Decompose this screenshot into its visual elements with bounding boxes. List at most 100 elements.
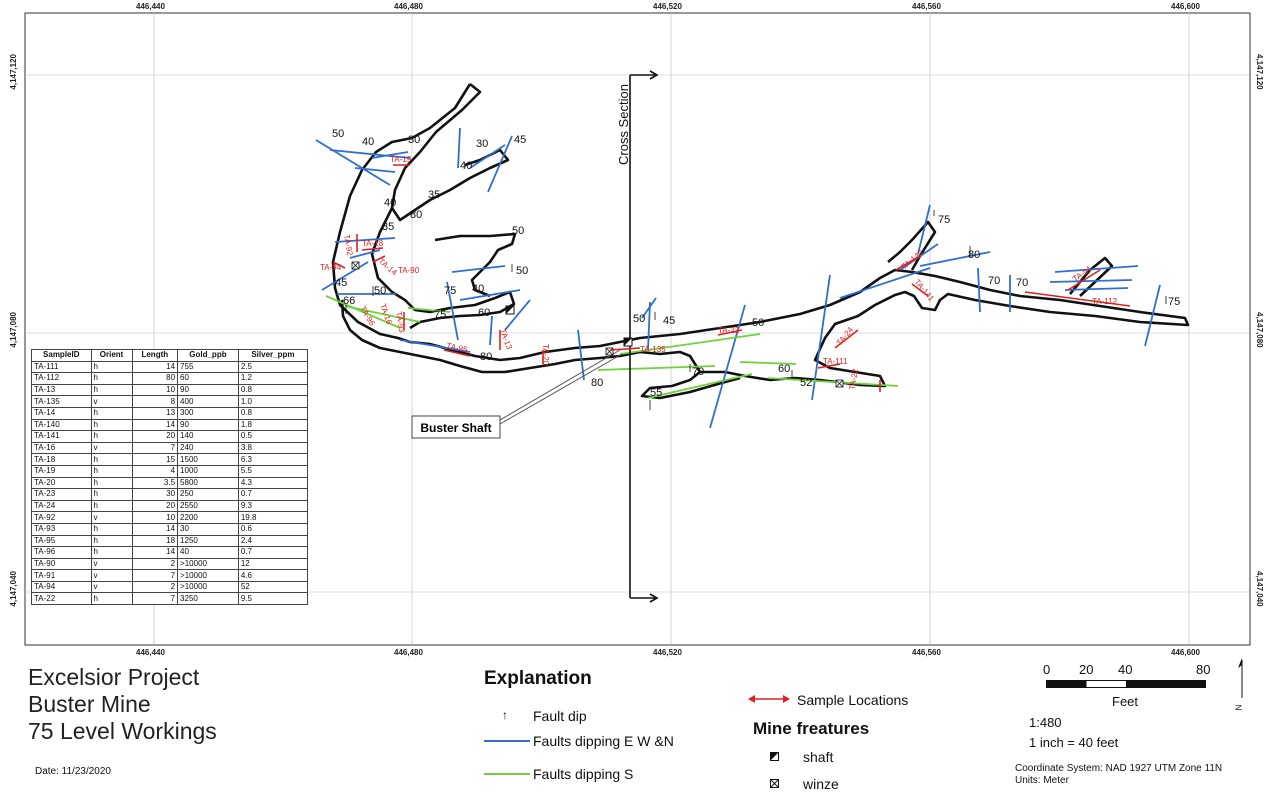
table-cell-silver-ppm: 1.2 <box>237 372 309 385</box>
winze-icon <box>770 779 779 788</box>
table-cell-length: 8 <box>131 395 179 408</box>
legend-faults-s: Faults dipping S <box>533 766 634 782</box>
table-cell-orient: h <box>90 488 133 501</box>
table-cell-orient: h <box>90 406 133 420</box>
legend-fault-dip: Fault dip <box>533 708 587 724</box>
title-project: Excelsior Project <box>28 664 200 690</box>
sample-table: SampleID Orient Length Gold_ppb Silver_p… <box>31 349 309 606</box>
dip-label: 50 <box>752 317 764 329</box>
table-cell-sampleid: TA-94 <box>31 580 92 594</box>
table-cell-orient: h <box>90 546 133 559</box>
table-cell-sampleid: TA-91 <box>31 569 92 582</box>
dip-label: 50 <box>516 265 528 277</box>
sample-label: TA-22 <box>847 368 860 391</box>
table-cell-sampleid: TA-135 <box>31 395 92 408</box>
faults-dipping-s <box>325 295 899 399</box>
dip-label: 80 <box>968 249 980 261</box>
table-row: TA-91 v 7 >10000 4.6 <box>31 569 309 582</box>
x-tick-bottom: 446,440 <box>136 648 165 657</box>
table-cell-gold-ppb: >10000 <box>177 557 239 571</box>
table-cell-orient: h <box>90 383 133 397</box>
table-row: TA-141 h 20 140 0.5 <box>31 430 309 443</box>
sample-label: TA-23 <box>718 326 740 335</box>
dip-label: 75 <box>434 309 446 321</box>
dip-label: 80 <box>410 209 422 221</box>
x-tick-top: 446,560 <box>912 2 941 11</box>
table-cell-gold-ppb: 40 <box>177 546 239 559</box>
coord-units: Units: Meter <box>1015 775 1069 786</box>
table-cell-gold-ppb: 30 <box>177 522 239 536</box>
table-cell-silver-ppm: 0.7 <box>237 546 309 559</box>
table-cell-gold-ppb: 2550 <box>177 499 239 513</box>
sample-label: TA-19 <box>390 155 412 164</box>
table-cell-sampleid: TA-14 <box>31 406 92 420</box>
sample-table-wrap: SampleID Orient Length Gold_ppb Silver_p… <box>31 349 309 606</box>
table-cell-sampleid: TA-18 <box>31 453 92 466</box>
title-block: Excelsior Project Buster Mine 75 Level W… <box>28 664 217 745</box>
scale-tick-40: 40 <box>1118 662 1133 677</box>
dip-label: 70 <box>1016 277 1028 289</box>
dip-label: 70 <box>692 366 704 378</box>
table-cell-gold-ppb: 755 <box>177 360 239 374</box>
scale-bar <box>1046 680 1206 688</box>
table-cell-orient: h <box>90 476 133 490</box>
sample-label: TA-92 <box>342 234 355 257</box>
dip-label: 45 <box>514 134 526 146</box>
table-cell-silver-ppm: 2.4 <box>237 534 309 548</box>
col-silver: Silver_ppm <box>237 349 309 362</box>
table-cell-orient: v <box>90 511 133 524</box>
map-shafts <box>505 305 633 347</box>
table-cell-silver-ppm: 0.7 <box>237 488 309 501</box>
dip-label: 50 <box>512 225 524 237</box>
table-cell-length: 14 <box>131 522 179 536</box>
table-cell-gold-ppb: 60 <box>177 372 239 385</box>
table-cell-gold-ppb: 90 <box>177 418 239 432</box>
table-row: TA-90 v 2 >10000 12 <box>31 557 309 571</box>
table-cell-gold-ppb: 2200 <box>177 511 239 524</box>
table-cell-length: 14 <box>131 418 179 432</box>
cross-section-line <box>629 70 659 603</box>
table-cell-silver-ppm: 5.5 <box>237 464 309 478</box>
table-row: TA-93 h 14 30 0.6 <box>31 522 309 536</box>
col-length: Length <box>131 349 179 362</box>
dip-arrows <box>345 210 1167 410</box>
table-cell-gold-ppb: >10000 <box>177 569 239 582</box>
table-row: TA-20 h 3.5 5800 4.3 <box>31 476 309 490</box>
table-cell-gold-ppb: 400 <box>177 395 239 408</box>
table-row: TA-23 h 30 250 0.7 <box>31 488 309 501</box>
table-cell-gold-ppb: 300 <box>177 406 239 420</box>
x-tick-bottom: 446,560 <box>912 648 941 657</box>
table-row: TA-18 h 15 1500 6.3 <box>31 453 309 466</box>
table-cell-length: 15 <box>131 453 179 466</box>
col-gold: Gold_ppb <box>177 349 239 362</box>
table-cell-length: 7 <box>131 441 179 455</box>
table-cell-orient: h <box>90 360 133 374</box>
dip-label: 80 <box>591 377 603 389</box>
y-tick-right: 4,147,040 <box>1255 571 1264 607</box>
legend-mine-heading: Mine freatures <box>753 719 870 738</box>
table-cell-length: 18 <box>131 534 179 548</box>
sample-label: TA-14 <box>377 257 399 278</box>
table-cell-sampleid: TA-92 <box>31 511 92 524</box>
shaft-callout-box <box>411 415 501 439</box>
table-cell-sampleid: TA-96 <box>31 546 92 559</box>
table-cell-gold-ppb: 140 <box>177 430 239 443</box>
table-cell-silver-ppm: 6.3 <box>237 453 309 466</box>
title-mine: Buster Mine <box>28 691 151 717</box>
x-tick-bottom: 446,600 <box>1171 648 1200 657</box>
table-row: TA-96 h 14 40 0.7 <box>31 546 309 559</box>
dip-label: 35 <box>428 189 440 201</box>
table-cell-orient: h <box>90 499 133 513</box>
y-tick-right: 4,147,080 <box>1255 312 1264 348</box>
y-tick-left: 4,147,120 <box>9 54 18 90</box>
cross-section-label: Cross Section <box>616 84 631 165</box>
table-cell-silver-ppm: 0.8 <box>237 383 309 397</box>
table-cell-orient: v <box>90 441 133 455</box>
table-cell-sampleid: TA-23 <box>31 488 92 501</box>
table-cell-length: 20 <box>131 430 179 443</box>
faults-dipping-e-w-n <box>315 127 1161 429</box>
dip-label: 50 <box>332 128 344 140</box>
y-tick-right: 4,147,120 <box>1255 54 1264 90</box>
dip-label: 80 <box>480 351 492 363</box>
